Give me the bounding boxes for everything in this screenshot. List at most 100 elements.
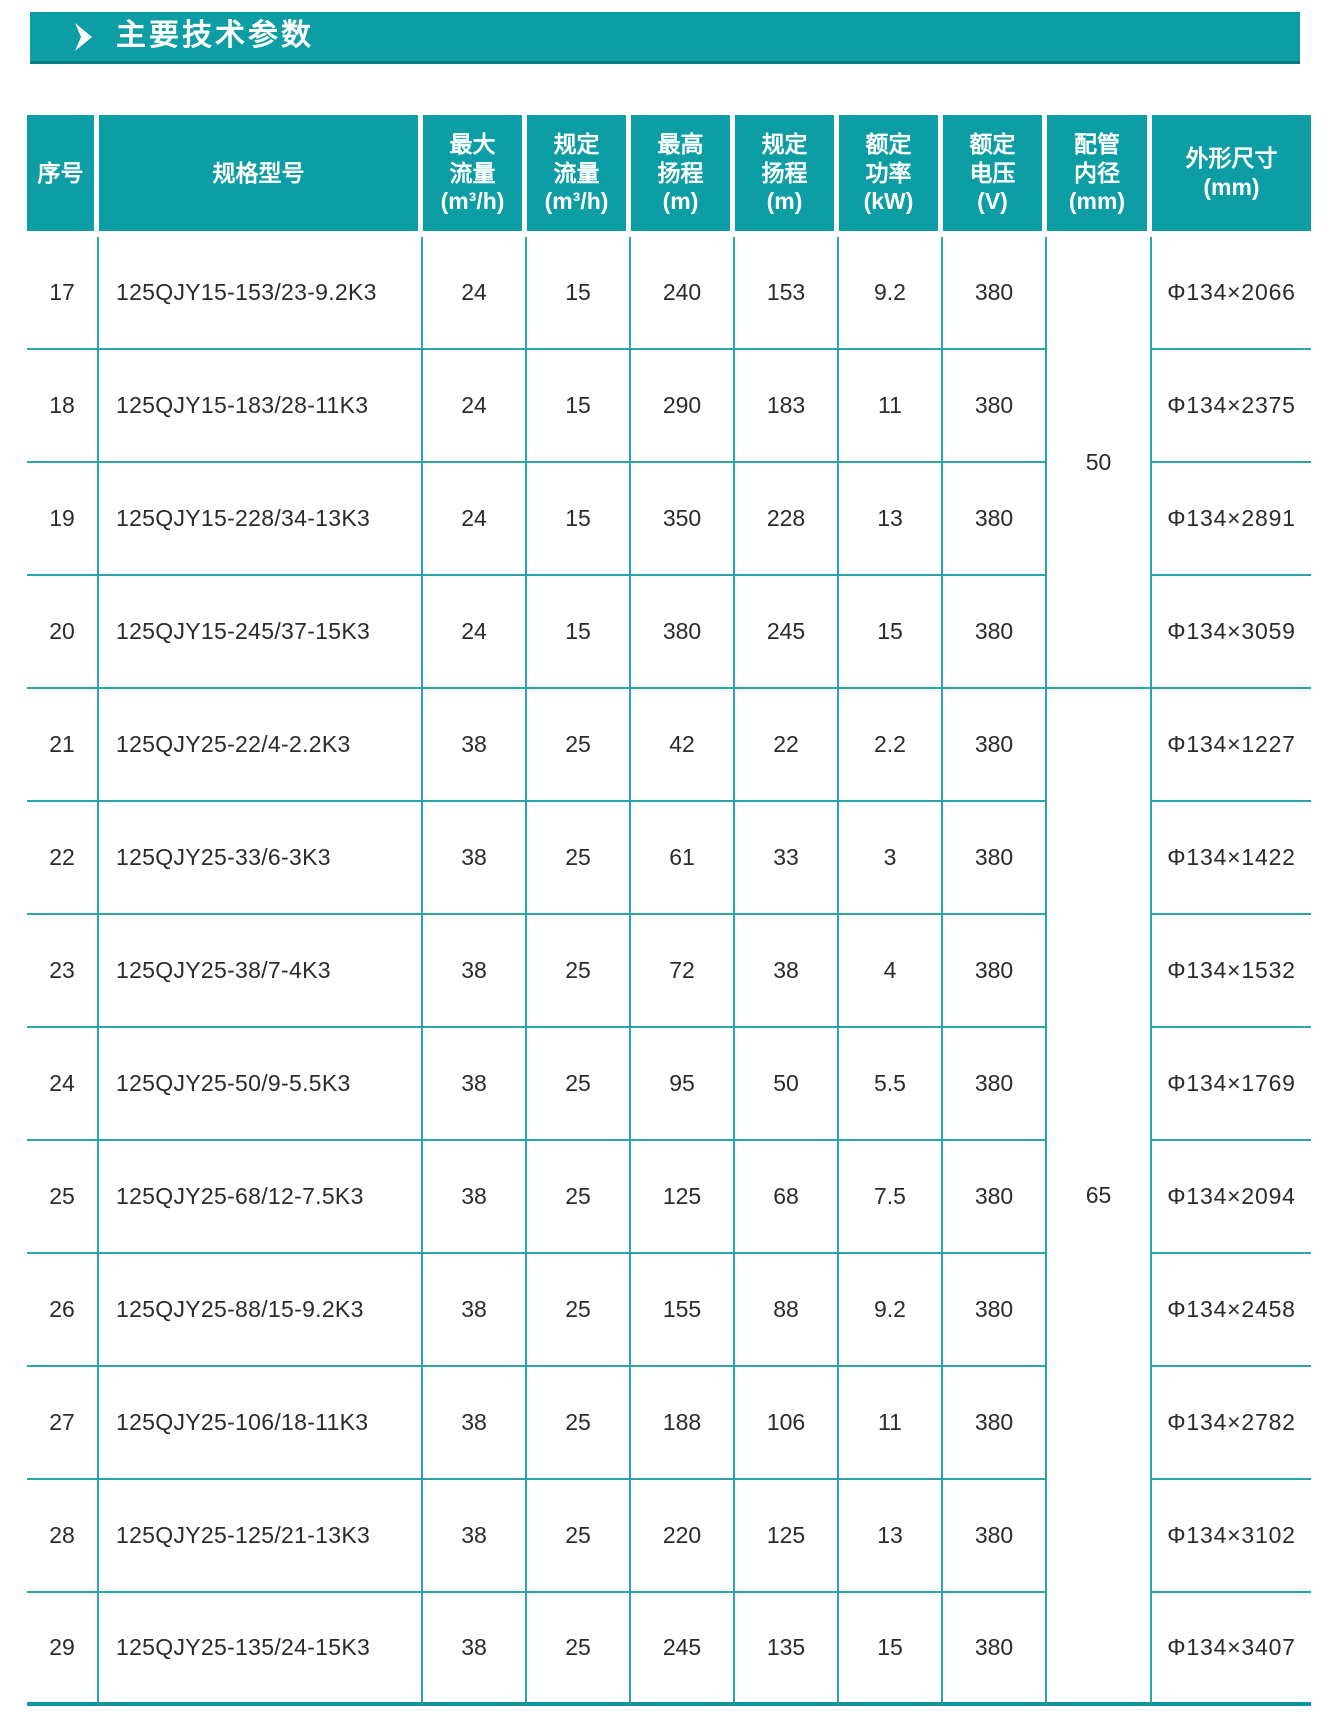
dimensions-cell: Φ134×2782: [1152, 1367, 1311, 1480]
table-row: 19 125QJY15-228/34-13K3 24 15 350 228 13 380 Φ13…: [27, 463, 1311, 576]
max-flow-cell: 24: [423, 463, 527, 576]
serial-cell: 24: [27, 1028, 99, 1141]
power-cell: 5.5: [839, 1028, 943, 1141]
max-head-cell: 220: [631, 1480, 735, 1593]
max-flow-cell: 38: [423, 802, 527, 915]
rated-flow-cell: 25: [527, 802, 631, 915]
serial-cell: 17: [27, 237, 99, 350]
dimensions-cell: Φ134×1422: [1152, 802, 1311, 915]
power-cell: 15: [839, 576, 943, 689]
header-pipe-bore: 配管 内径 (mm): [1047, 115, 1152, 237]
rated-head-cell: 88: [735, 1254, 839, 1367]
max-head-cell: 245: [631, 1593, 735, 1706]
dimensions-cell: Φ134×2094: [1152, 1141, 1311, 1254]
pipe-bore-cell: 65: [1047, 689, 1152, 1706]
section-title-bar: 主要技术参数: [30, 12, 1300, 64]
dimensions-cell: Φ134×2375: [1152, 350, 1311, 463]
serial-cell: 26: [27, 1254, 99, 1367]
serial-cell: 20: [27, 576, 99, 689]
model-cell: 125QJY25-33/6-3K3: [99, 802, 423, 915]
rated-flow-cell: 25: [527, 1028, 631, 1141]
spec-table: 序号 规格型号 最大 流量 (m³/h) 规定 流量 (m³/h) 最高 扬程 …: [27, 115, 1311, 1706]
table-row: 29 125QJY25-135/24-15K3 38 25 245 135 15 380 Φ13…: [27, 1593, 1311, 1706]
voltage-cell: 380: [943, 237, 1047, 350]
voltage-cell: 380: [943, 463, 1047, 576]
model-cell: 125QJY25-88/15-9.2K3: [99, 1254, 423, 1367]
max-flow-cell: 38: [423, 1367, 527, 1480]
header-max-flow: 最大 流量 (m³/h): [423, 115, 527, 237]
header-dimensions: 外形尺寸 (mm): [1152, 115, 1311, 237]
rated-flow-cell: 15: [527, 463, 631, 576]
voltage-cell: 380: [943, 350, 1047, 463]
rated-head-cell: 125: [735, 1480, 839, 1593]
dimensions-cell: Φ134×1769: [1152, 1028, 1311, 1141]
max-flow-cell: 38: [423, 1141, 527, 1254]
table-row: 23 125QJY25-38/7-4K3 38 25 72 38 4 380 Φ134×1532: [27, 915, 1311, 1028]
rated-flow-cell: 25: [527, 915, 631, 1028]
table-row: 24 125QJY25-50/9-5.5K3 38 25 95 50 5.5 380 Φ134×…: [27, 1028, 1311, 1141]
header-rated-head: 规定 扬程 (m): [735, 115, 839, 237]
table-header: 序号 规格型号 最大 流量 (m³/h) 规定 流量 (m³/h) 最高 扬程 …: [27, 115, 1311, 237]
table-row: 27 125QJY25-106/18-11K3 38 25 188 106 11 380 Φ13…: [27, 1367, 1311, 1480]
rated-flow-cell: 15: [527, 350, 631, 463]
dimensions-cell: Φ134×3059: [1152, 576, 1311, 689]
pipe-bore-cell: 50: [1047, 237, 1152, 689]
power-cell: 9.2: [839, 237, 943, 350]
dimensions-cell: Φ134×1532: [1152, 915, 1311, 1028]
model-cell: 125QJY15-228/34-13K3: [99, 463, 423, 576]
serial-cell: 18: [27, 350, 99, 463]
table-row: 18 125QJY15-183/28-11K3 24 15 290 183 11 380 Φ13…: [27, 350, 1311, 463]
serial-cell: 23: [27, 915, 99, 1028]
dimensions-cell: Φ134×3407: [1152, 1593, 1311, 1706]
model-cell: 125QJY25-106/18-11K3: [99, 1367, 423, 1480]
max-head-cell: 290: [631, 350, 735, 463]
model-cell: 125QJY25-68/12-7.5K3: [99, 1141, 423, 1254]
section-title: 主要技术参数: [116, 18, 314, 52]
rated-head-cell: 22: [735, 689, 839, 802]
power-cell: 15: [839, 1593, 943, 1706]
header-max-head: 最高 扬程 (m): [631, 115, 735, 237]
voltage-cell: 380: [943, 1593, 1047, 1706]
max-flow-cell: 38: [423, 1480, 527, 1593]
serial-cell: 21: [27, 689, 99, 802]
serial-cell: 19: [27, 463, 99, 576]
power-cell: 11: [839, 1367, 943, 1480]
power-cell: 9.2: [839, 1254, 943, 1367]
power-cell: 4: [839, 915, 943, 1028]
max-flow-cell: 24: [423, 237, 527, 350]
max-flow-cell: 38: [423, 1254, 527, 1367]
voltage-cell: 380: [943, 802, 1047, 915]
model-cell: 125QJY25-135/24-15K3: [99, 1593, 423, 1706]
voltage-cell: 380: [943, 1367, 1047, 1480]
power-cell: 13: [839, 1480, 943, 1593]
table-row: 20 125QJY15-245/37-15K3 24 15 380 245 15 380 Φ13…: [27, 576, 1311, 689]
power-cell: 11: [839, 350, 943, 463]
max-head-cell: 72: [631, 915, 735, 1028]
serial-cell: 27: [27, 1367, 99, 1480]
voltage-cell: 380: [943, 576, 1047, 689]
header-serial: 序号: [27, 115, 99, 237]
serial-cell: 29: [27, 1593, 99, 1706]
max-head-cell: 155: [631, 1254, 735, 1367]
rated-head-cell: 245: [735, 576, 839, 689]
rated-head-cell: 228: [735, 463, 839, 576]
rated-head-cell: 33: [735, 802, 839, 915]
max-flow-cell: 24: [423, 350, 527, 463]
serial-cell: 25: [27, 1141, 99, 1254]
voltage-cell: 380: [943, 915, 1047, 1028]
rated-head-cell: 68: [735, 1141, 839, 1254]
rated-flow-cell: 25: [527, 1141, 631, 1254]
max-head-cell: 42: [631, 689, 735, 802]
table-body: 17 125QJY15-153/23-9.2K3 24 15 240 153 9.2 380 5…: [27, 237, 1311, 1706]
model-cell: 125QJY25-22/4-2.2K3: [99, 689, 423, 802]
header-model: 规格型号: [99, 115, 423, 237]
max-head-cell: 380: [631, 576, 735, 689]
rated-flow-cell: 25: [527, 1480, 631, 1593]
rated-head-cell: 135: [735, 1593, 839, 1706]
table-row: 21 125QJY25-22/4-2.2K3 38 25 42 22 2.2 380 65 Φ13…: [27, 689, 1311, 1706]
max-head-cell: 95: [631, 1028, 735, 1141]
voltage-cell: 380: [943, 1480, 1047, 1593]
max-head-cell: 350: [631, 463, 735, 576]
model-cell: 125QJY15-183/28-11K3: [99, 350, 423, 463]
rated-flow-cell: 25: [527, 1254, 631, 1367]
